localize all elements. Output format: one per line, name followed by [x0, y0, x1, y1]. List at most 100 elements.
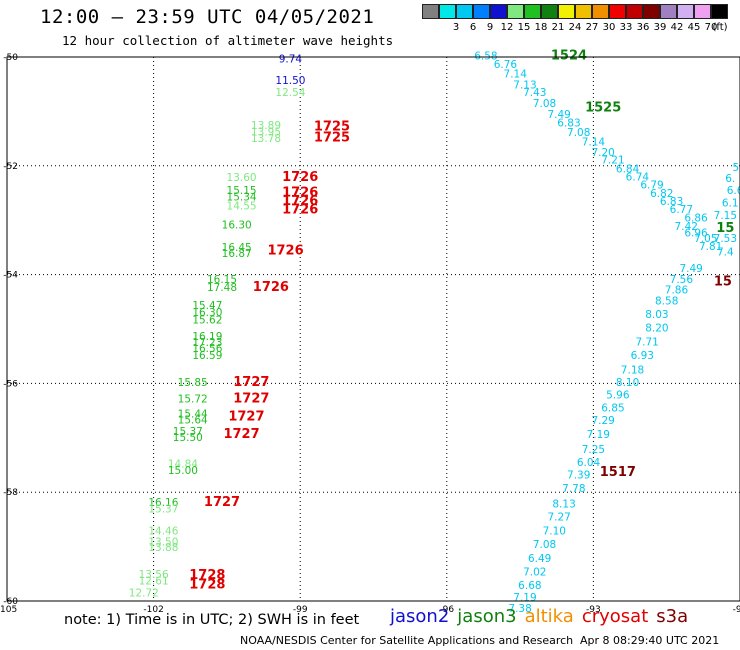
scale-label: 6 [469, 22, 477, 33]
wave-height-point: 6.04 [577, 457, 601, 469]
wave-height-point: 7.14 [582, 137, 606, 149]
wave-height-point: 16.19 [192, 331, 222, 343]
wave-height-point: 13.95 [251, 126, 281, 138]
wave-height-point: 13.60 [227, 172, 257, 184]
wave-height-point: 12.61 [139, 576, 169, 588]
wave-height-point: 6.1 [722, 198, 739, 210]
x-tick-label: -93 [586, 605, 601, 615]
wave-height-point: 7.43 [523, 87, 546, 99]
wave-height-point: 16.30 [192, 307, 222, 319]
credit-text: NOAA/NESDIS Center for Satellite Applica… [240, 634, 574, 647]
wave-height-point: 6.68 [518, 580, 541, 592]
wave-height-point: 7.4 [717, 247, 734, 259]
time-label: 1727 [233, 375, 269, 390]
time-label: 1517 [600, 465, 636, 480]
time-label: 1727 [233, 391, 269, 406]
scale-label: 24 [568, 22, 582, 33]
scale-label: 70 [704, 22, 718, 33]
x-tick-label: -105 [0, 605, 17, 615]
y-tick-label: -58 [3, 488, 18, 498]
time-label: 1524 [551, 49, 587, 64]
time-labels: 1524152517251725172617261726172617261726… [189, 49, 734, 593]
wave-height-point: 15.64 [178, 415, 208, 427]
scale-swatch [711, 4, 728, 19]
scale-swatch [609, 4, 626, 19]
satellite-name: altika [524, 606, 574, 627]
page-subtitle: 12 hour collection of altimeter wave hei… [62, 33, 394, 48]
wave-height-point: 16.45 [222, 242, 252, 254]
time-label: 1728 [189, 577, 225, 592]
wave-height-point: 7.86 [665, 285, 689, 297]
scale-swatch [439, 4, 456, 19]
scale-swatch [422, 4, 439, 19]
scale-swatch [575, 4, 592, 19]
wave-height-point: 16.56 [192, 343, 222, 355]
time-label: 1725 [314, 119, 350, 134]
scale-label: 30 [602, 22, 616, 33]
satellite-name: jason3 [457, 606, 517, 627]
satellite-name: s3a [656, 606, 689, 627]
time-label: 1727 [228, 409, 264, 424]
scale-unit-label: (ft) [712, 22, 728, 33]
page-title: 12:00 — 23:59 UTC 04/05/2021 [40, 6, 375, 28]
wave-height-point: 7.81 [699, 241, 722, 253]
y-tick-label: -52 [3, 162, 18, 172]
scale-label: 36 [636, 22, 650, 33]
y-tick-label: -60 [3, 597, 18, 607]
wave-height-point: 7.53 [714, 233, 737, 245]
axis-tick-labels: -105 -102 -99 -96 -93 -90 -50 -52 -54 -56 -58 -60 [0, 53, 740, 615]
time-label: 1726 [282, 194, 318, 209]
time-label: 1727 [204, 495, 240, 510]
wave-height-point: 6.96 [684, 228, 708, 240]
wave-height-point: 16.15 [207, 274, 237, 286]
satellite-legend: jason2 jason3 altika cryosat s3a [390, 606, 696, 627]
wave-height-point: 12.72 [129, 588, 159, 600]
wave-height-point: 16.16 [148, 497, 178, 509]
wave-height-point: 7.38 [508, 603, 531, 615]
wave-height-point: 6.93 [631, 350, 654, 362]
scale-label: 9 [486, 22, 494, 33]
wave-height-point: 8.03 [645, 309, 668, 321]
wave-height-point: 15.34 [227, 192, 257, 204]
wave-height-point: 15.15 [227, 185, 257, 197]
wave-height-point: 14.84 [168, 459, 198, 471]
scale-swatch [507, 4, 524, 19]
y-tick-label: -54 [3, 271, 18, 281]
time-label: 15 [716, 221, 734, 236]
wave-height-point: 7.42 [675, 221, 698, 233]
wave-height-point: 7.20 [591, 147, 614, 159]
wave-height-point: 6.6 [727, 185, 740, 197]
time-label: 1726 [282, 203, 318, 218]
wave-height-point: 16.59 [192, 350, 222, 362]
y-tick-label: -56 [3, 379, 18, 389]
wave-height-point: 9.74 [279, 53, 303, 65]
wave-height-point: 7.19 [587, 429, 610, 441]
scale-swatch [490, 4, 507, 19]
scale-label: 42 [670, 22, 684, 33]
wave-height-point: 15.37 [173, 426, 203, 438]
wave-height-point: 8.20 [645, 323, 668, 335]
wave-height-point: 8.58 [655, 296, 678, 308]
wave-height-point: 8.13 [552, 498, 575, 510]
time-label: 1725 [314, 130, 350, 145]
wave-height-point: 7.05 [694, 233, 717, 245]
plot-frame [6, 56, 740, 602]
wave-height-point: 6.84 [616, 163, 640, 175]
scale-swatch [660, 4, 677, 19]
wave-height-point: 12.54 [275, 87, 305, 99]
wave-height-point: 6. [725, 173, 735, 185]
wave-height-point: 7.49 [679, 263, 702, 275]
wave-height-point: 14.46 [148, 526, 178, 538]
wave-height-point: 6.83 [660, 196, 683, 208]
wave-height-point: 13.78 [251, 133, 281, 145]
scale-swatch [541, 4, 558, 19]
scale-label: 33 [619, 22, 633, 33]
wave-height-point: 6.83 [557, 118, 580, 130]
scale-label: 39 [653, 22, 667, 33]
wave-height-point: 7.39 [567, 470, 590, 482]
wave-height-point: 7.27 [547, 511, 570, 523]
time-label: 1726 [253, 280, 289, 295]
scale-label: 45 [687, 22, 701, 33]
scale-swatch [558, 4, 575, 19]
